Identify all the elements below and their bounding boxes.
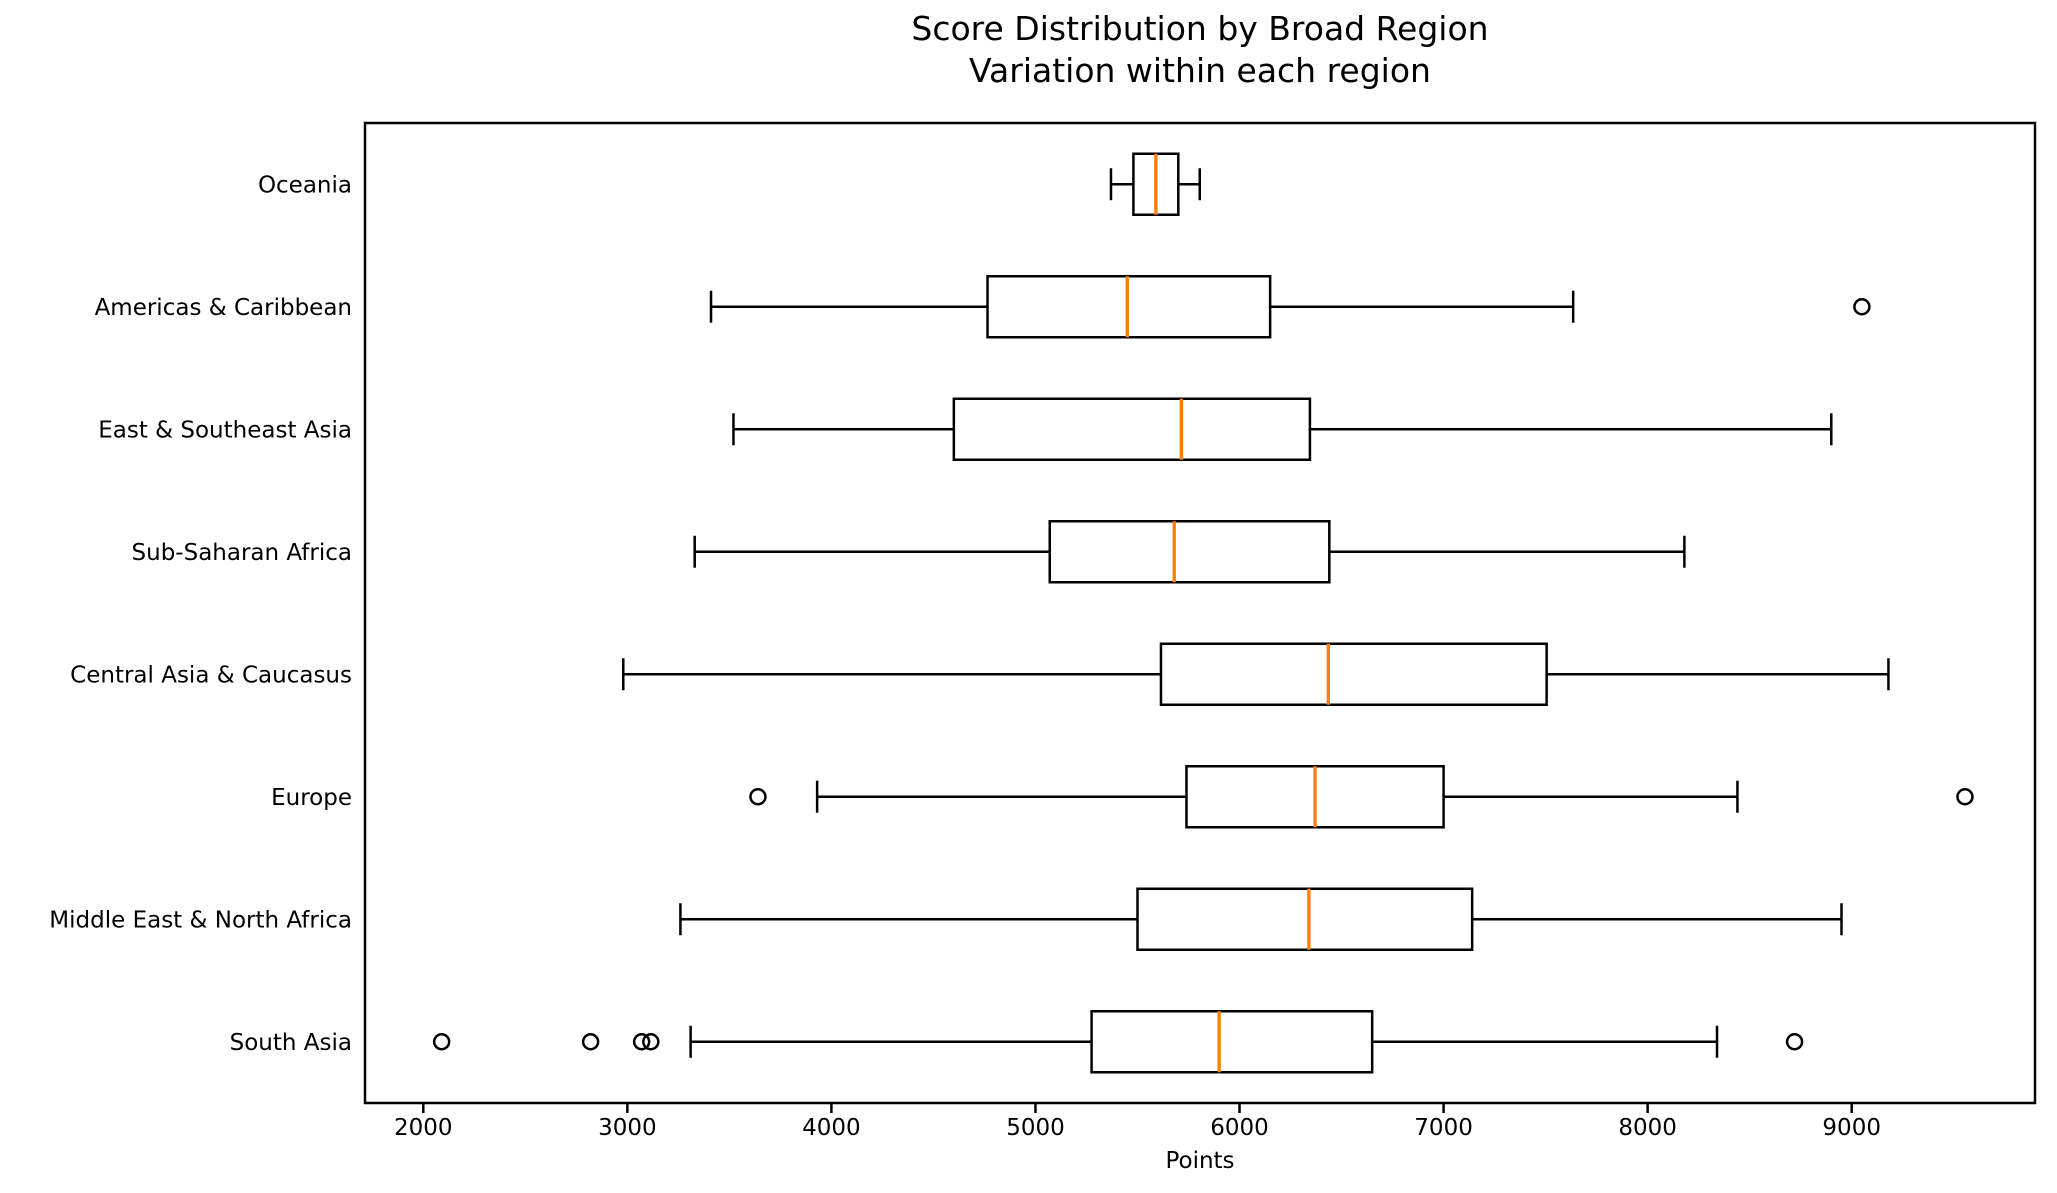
outlier-point-europe [1956,788,1974,806]
chart-subtitle: Variation within each region [969,51,1431,91]
y-tick-label-europe: Europe [271,785,352,811]
outlier-point-south-asia [432,1033,451,1051]
x-tick-label: 4000 [802,1115,861,1141]
chart-title-block: Score Distribution by Broad Region Varia… [365,8,2035,92]
x-tick-label: 9000 [1822,1115,1881,1141]
x-tick-label: 2000 [394,1115,453,1141]
box-central-asia-caucasus [1159,642,1548,706]
x-tick-label: 6000 [1210,1115,1269,1141]
page-title: Score Distribution by Broad Region [911,9,1489,48]
box-sub-saharan-africa [1048,520,1331,584]
outlier-point-south-asia [632,1033,651,1051]
x-axis-label: Points [1165,1148,1235,1174]
y-tick-label-south-asia: South Asia [230,1030,352,1056]
outlier-point-americas-caribbean [1853,298,1871,316]
x-tick-label: 3000 [598,1115,657,1141]
y-tick-label-east-southeast-asia: East & Southeast Asia [98,417,352,443]
box-middle-east-north-africa [1136,887,1474,951]
x-tick-label: 5000 [1006,1115,1065,1141]
outlier-point-south-asia [642,1033,660,1051]
y-tick-label-middle-east-north-africa: Middle East & North Africa [49,907,352,933]
axes-frame [363,121,2037,1105]
outlier-point-europe [749,788,767,806]
y-tick-label-sub-saharan-africa: Sub-Saharan Africa [132,540,352,566]
x-tick-label: 7000 [1414,1115,1473,1141]
x-tick-label: 8000 [1618,1115,1677,1141]
y-tick-label-central-asia-caucasus: Central Asia & Caucasus [70,662,352,688]
outlier-point-south-asia [581,1033,600,1051]
box-east-southeast-asia [952,397,1312,461]
box-south-asia [1090,1010,1374,1074]
outlier-point-south-asia [1785,1033,1804,1051]
y-tick-label-americas-caribbean: Americas & Caribbean [95,295,352,321]
y-tick-label-oceania: Oceania [258,172,352,198]
